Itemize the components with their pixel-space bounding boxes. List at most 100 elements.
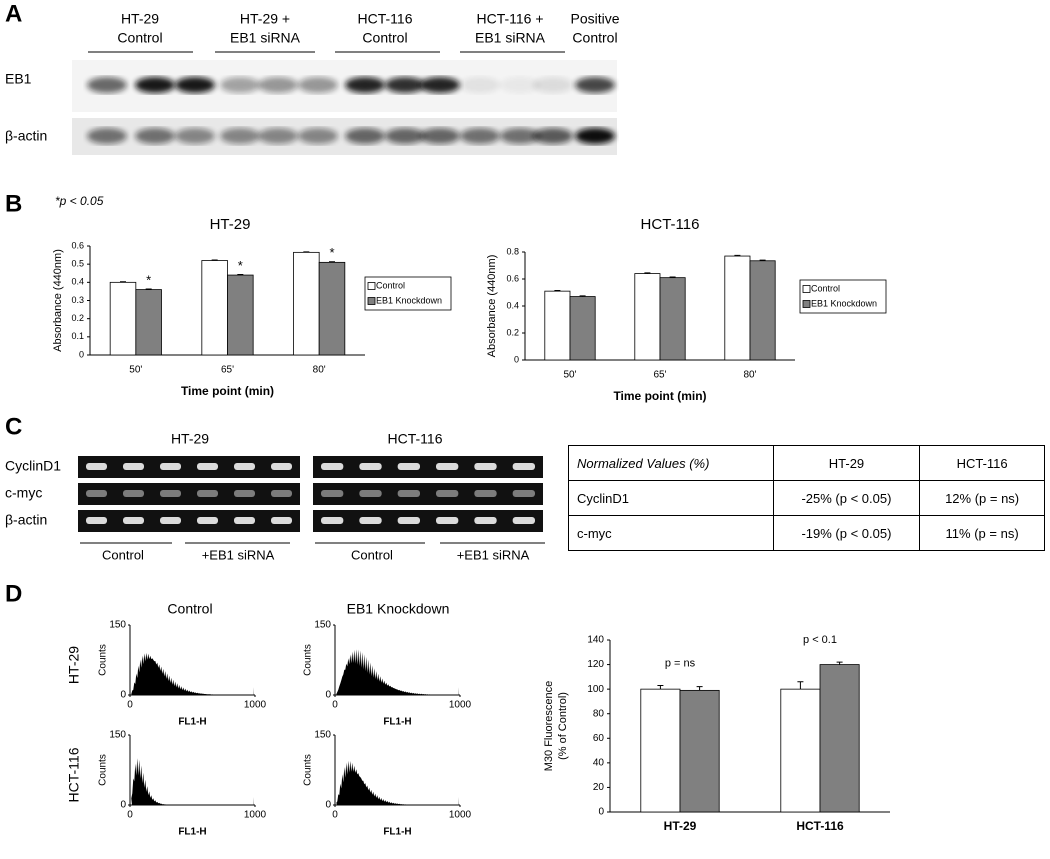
error-bar	[145, 288, 152, 290]
bar	[749, 260, 776, 361]
error-bar	[329, 261, 335, 263]
gel-band	[271, 517, 292, 524]
gel-title: HCT-116	[388, 431, 443, 447]
gel-row-label: CyclinD1	[5, 458, 61, 474]
y-axis-label: Absorbance (440nm)	[52, 249, 64, 352]
blot-band	[345, 77, 385, 93]
blot-band	[220, 128, 260, 144]
error-bar	[759, 259, 766, 261]
error-bar	[303, 251, 310, 253]
flow-histogram	[336, 760, 459, 805]
legend-box	[364, 276, 452, 311]
underlines	[80, 51, 565, 544]
blot-band	[298, 77, 338, 93]
blot-band	[175, 128, 215, 144]
flow-y-label: Counts	[303, 644, 314, 676]
y-tick-label: 0	[598, 807, 604, 818]
gel-band	[397, 517, 420, 524]
flow-x-tick-label: 0	[332, 700, 338, 711]
gel-band	[436, 490, 459, 497]
table-cell: 12% (p = ns)	[919, 480, 1045, 516]
bar	[135, 289, 162, 356]
bar	[201, 260, 228, 356]
y-tick-label: 40	[593, 757, 605, 768]
legend-box	[799, 279, 887, 314]
blot-band	[345, 128, 385, 144]
flow-y-tick-label: 150	[314, 730, 331, 741]
flow-histogram	[131, 758, 254, 805]
error-bar	[579, 295, 586, 297]
blot-band	[258, 128, 298, 144]
gel-group-label: +EB1 siRNA	[202, 547, 275, 562]
gel-band	[123, 463, 144, 470]
gel-band	[321, 517, 344, 524]
flow-y-label: Counts	[303, 754, 314, 786]
blot-band	[533, 128, 573, 144]
gel-strip	[313, 483, 543, 505]
bar	[819, 664, 860, 813]
blot-row-label: EB1	[5, 71, 32, 87]
flow-y-tick-label: 150	[109, 730, 126, 741]
blot-band	[460, 77, 500, 93]
x-tick-label: 50'	[563, 370, 576, 381]
x-tick-label: 65'	[653, 370, 666, 381]
gel-band	[197, 490, 218, 497]
flow-y-tick-label: 0	[325, 800, 331, 811]
flow-x-tick-label: 0	[127, 700, 133, 711]
y-tick-label: 0.5	[71, 259, 84, 269]
blot-band	[533, 77, 573, 93]
bar	[544, 290, 571, 361]
group-annotation: p = ns	[665, 657, 696, 669]
blot-band	[135, 128, 175, 144]
gel-band	[436, 517, 459, 524]
table-cell: CyclinD1	[568, 480, 774, 516]
gel-group-label: +EB1 siRNA	[457, 547, 530, 562]
gel-band	[234, 517, 255, 524]
table-cell: HT-29	[772, 445, 921, 481]
y-tick-label: 0.1	[71, 331, 84, 341]
gel-band	[160, 517, 181, 524]
y-axis-label: (% of Control)	[557, 692, 569, 760]
gel-band	[86, 517, 107, 524]
error-bar	[696, 686, 703, 691]
flow-x-tick-label: 1000	[244, 700, 267, 711]
flow-x-tick-label: 1000	[244, 810, 267, 821]
legend-swatch	[802, 285, 811, 293]
flow-x-label: FL1-H	[383, 827, 411, 838]
legend-label: EB1 Knockdown	[376, 295, 442, 305]
x-tick-label: HCT-116	[796, 819, 844, 833]
gel-band	[436, 463, 459, 470]
table-cell: HCT-116	[919, 445, 1045, 481]
blot-band	[87, 77, 127, 93]
significance-mark: *	[146, 272, 151, 287]
gel-band	[197, 463, 218, 470]
x-axis-label: Time point (min)	[181, 384, 274, 398]
gel-row-label: β-actin	[5, 512, 47, 528]
blot-band	[500, 128, 540, 144]
y-tick-label: 0.2	[506, 327, 519, 337]
blot-group-label: Control	[117, 30, 162, 46]
table-cell: -19% (p < 0.05)	[772, 515, 921, 551]
gel-band	[512, 463, 535, 470]
legend-label: Control	[811, 283, 840, 293]
blot-group-label: HCT-116	[358, 11, 413, 27]
gel-band	[160, 490, 181, 497]
gel-strip	[313, 456, 543, 478]
blot-band	[500, 77, 540, 93]
y-tick-label: 60	[593, 733, 605, 744]
blot-group-label: Positive	[570, 11, 619, 27]
gel-strip	[313, 510, 543, 532]
gel-band	[123, 517, 144, 524]
gel-band	[321, 490, 344, 497]
gel-band	[512, 490, 535, 497]
gel-band	[123, 490, 144, 497]
x-tick-label: 80'	[743, 370, 756, 381]
table-row: c-myc -19% (p < 0.05) 11% (p = ns)	[568, 515, 1045, 551]
x-tick-label: 65'	[221, 365, 234, 376]
y-tick-label: 0.4	[506, 300, 519, 310]
normalized-table: Normalized Values (%) HT-29 HCT-116 Cycl…	[568, 445, 1045, 551]
bar	[109, 281, 137, 356]
gel-band	[321, 463, 344, 470]
